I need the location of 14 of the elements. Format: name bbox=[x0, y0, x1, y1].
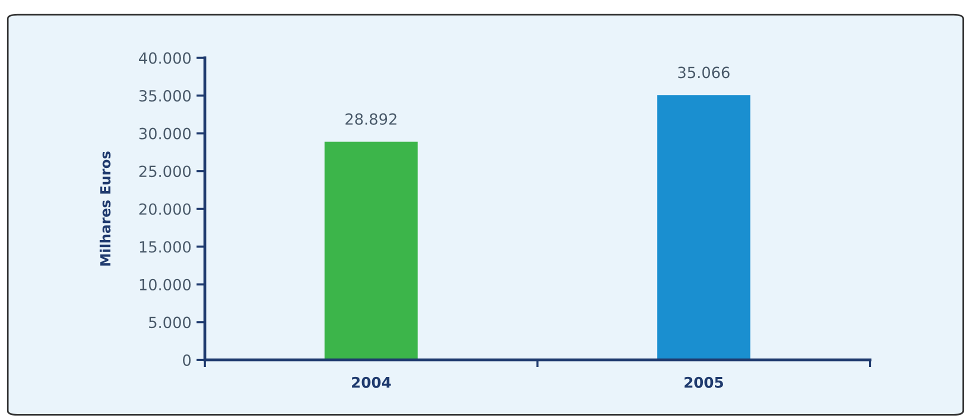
data-label: 28.892 bbox=[346, 113, 396, 125]
y-axis-title: Milhares Euros bbox=[100, 152, 111, 266]
y-tick-label: 10.000 bbox=[140, 278, 191, 290]
y-tick-label: 15.000 bbox=[140, 241, 191, 253]
y-tick-label: 20.000 bbox=[139, 203, 191, 215]
y-tick-label: 0 bbox=[182, 354, 191, 366]
data-label: 35.066 bbox=[678, 66, 730, 78]
y-tick-label: 25.000 bbox=[139, 166, 191, 178]
x-tick-label: 2004 bbox=[352, 376, 391, 388]
y-tick-label: 5.000 bbox=[149, 316, 191, 328]
x-tick-label: 2005 bbox=[684, 376, 724, 388]
y-tick-label: 40.000 bbox=[138, 52, 191, 64]
y-tick-label: 30.000 bbox=[139, 128, 191, 140]
y-tick-label: 35.000 bbox=[139, 90, 191, 102]
